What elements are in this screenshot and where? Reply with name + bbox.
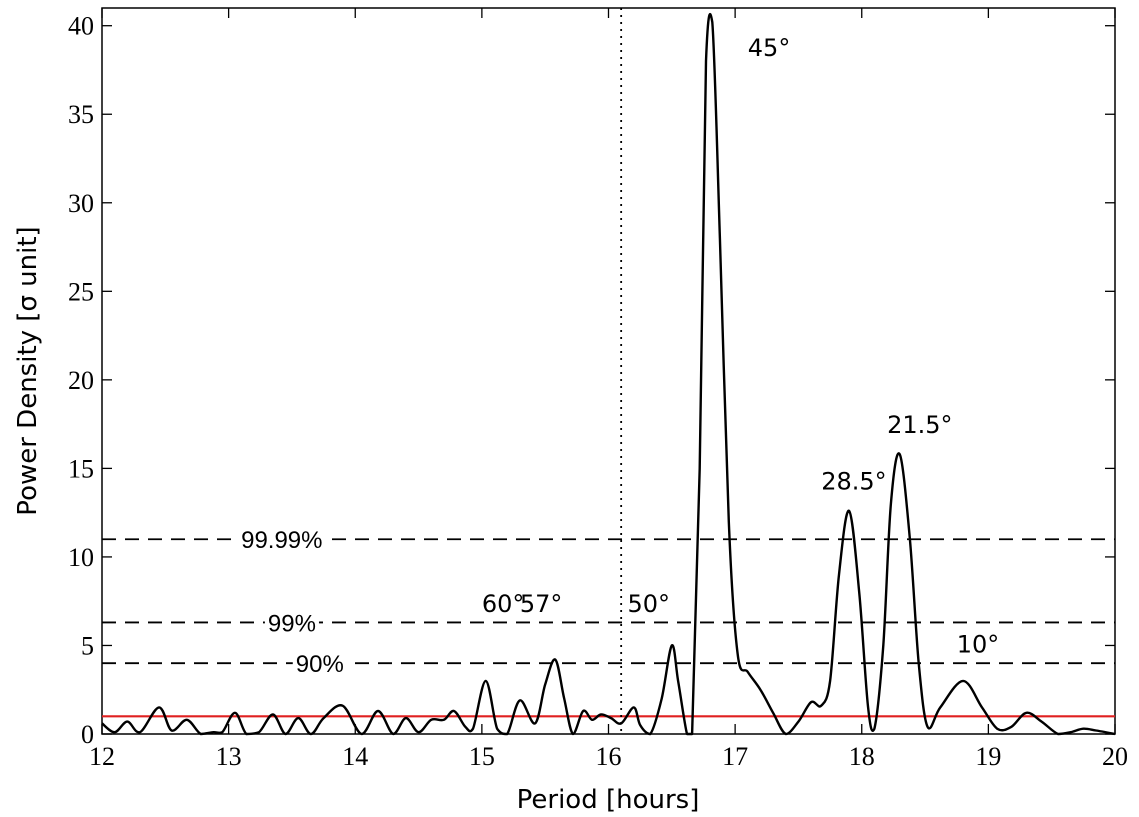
x-tick-label-18: 18 [849,742,875,771]
plot-frame [101,7,1116,735]
labels-layer: 45° 21.5° 28.5° 60°57° 50° 10° [482,34,999,659]
y-tick-label-35: 35 [68,100,94,129]
x-tick-label-12: 12 [89,742,115,771]
y-tick-label-0: 0 [81,720,94,749]
x-tick-label-20: 20 [1102,742,1128,771]
y-tick-label-20: 20 [68,366,94,395]
series-line-0 [101,12,1116,736]
significance-label-1: 99.99% [241,527,322,554]
y-tick-label-10: 10 [68,543,94,572]
x-tick-label-13: 13 [216,742,242,771]
y-axis-title: Power Density [σ unit] [13,226,43,515]
reference-lines: 99.99% 99% 90% [102,8,1115,734]
y-tick-label-15: 15 [68,454,94,483]
x-tick-label-15: 15 [469,742,495,771]
ticks-layer: 12 13 14 15 16 17 18 19 20 0 5 10 15 20 25 30 35 40 [68,8,1128,771]
peak-annotation-0: 45° [748,34,791,62]
significance-label-3: 90% [296,651,344,678]
peak-annotation-2: 28.5° [821,468,886,496]
significance-label-bg-1 [238,536,326,543]
significance-label-bg-3 [292,660,347,667]
x-tick-label-17: 17 [722,742,748,771]
x-tick-label-14: 14 [342,742,368,771]
peak-annotation-3: 60° [482,590,525,618]
peak-annotation-5: 50° [627,590,670,618]
significance-label-2: 99% [268,610,316,637]
peak-annotation-1: 21.5° [887,411,952,439]
significance-label-bg-2 [264,619,319,626]
y-tick-label-25: 25 [68,277,94,306]
x-axis-title: Period [hours] [517,785,700,815]
peak-annotation-4: 57° [520,590,563,618]
y-tick-label-30: 30 [68,189,94,218]
series-layer [101,12,1116,736]
y-tick-label-40: 40 [68,12,94,41]
y-tick-label-5: 5 [81,631,94,660]
x-tick-label-16: 16 [596,742,622,771]
x-tick-label-19: 19 [975,742,1001,771]
peak-annotation-6: 10° [957,631,1000,659]
